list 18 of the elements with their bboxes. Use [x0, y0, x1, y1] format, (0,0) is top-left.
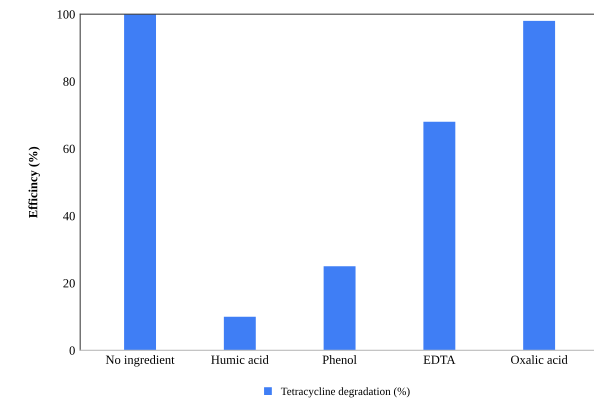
- y-tick-label: 20: [63, 279, 75, 288]
- x-tick-label: EDTA: [424, 356, 456, 364]
- y-tick-label: 100: [58, 10, 75, 19]
- y-axis-title: Efficincy (%): [28, 146, 40, 218]
- bar: [423, 122, 456, 350]
- y-tick-label: 40: [63, 212, 75, 220]
- bar: [324, 266, 356, 350]
- x-tick-label: No ingredient: [106, 355, 175, 367]
- bar: [124, 14, 156, 350]
- bar: [523, 20, 556, 350]
- y-tick-label: 80: [63, 77, 75, 86]
- bar: [224, 316, 256, 350]
- x-tick-label: Humic acid: [211, 355, 269, 364]
- y-tick-label: 60: [63, 144, 75, 154]
- y-tick-label: 0: [70, 346, 75, 355]
- x-tick-label: Phenol: [322, 355, 357, 364]
- x-tick-label: Oxalic acid: [511, 355, 568, 364]
- legend-label: Tetracycline degradation (%): [280, 387, 410, 398]
